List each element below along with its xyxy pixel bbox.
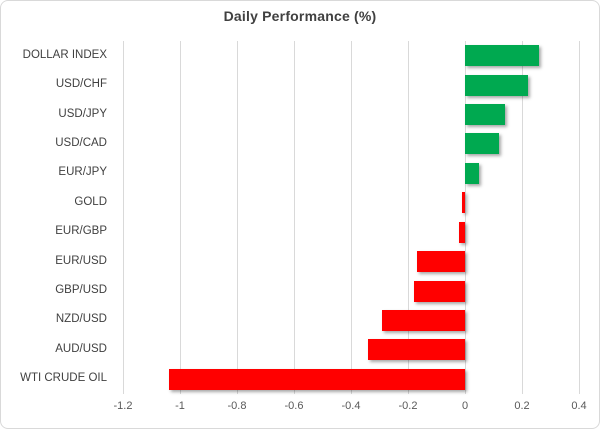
category-label-column: DOLLAR INDEX USD/CHF USD/JPY USD/CAD EUR/JPY… [1, 41, 115, 394]
category-label: AUD/USD [55, 342, 107, 355]
x-tick-label: -0.4 [341, 400, 361, 412]
bar-nzd-usd [382, 309, 465, 331]
category-label: USD/CAD [55, 136, 107, 149]
category-label: EUR/USD [55, 254, 107, 267]
x-tick-label: -0.6 [284, 400, 304, 412]
bar-usd-chf [465, 74, 528, 96]
x-axis: -1.2 -1 -0.8 -0.6 -0.4 -0.2 0 0.2 0.4 [114, 400, 587, 418]
category-label: NZD/USD [55, 313, 107, 326]
category-label: GOLD [74, 195, 107, 208]
gridline [293, 41, 295, 394]
bar-eur-usd [416, 251, 465, 273]
x-tick-label: -1.2 [113, 400, 133, 412]
bar-wti-crude-oil [168, 368, 465, 390]
bar-gbp-usd [413, 280, 465, 302]
category-label: EUR/JPY [58, 166, 107, 179]
x-tick-label: 0.4 [571, 400, 587, 412]
x-tick-label: 0 [461, 400, 469, 412]
category-label: EUR/GBP [55, 225, 107, 238]
x-tick-label: 0.2 [514, 400, 530, 412]
gridline [464, 41, 466, 394]
x-tick-label: -0.8 [227, 400, 247, 412]
gridline [521, 41, 523, 394]
plot-area [122, 41, 580, 394]
gridline [179, 41, 181, 394]
category-label: WTI CRUDE OIL [20, 372, 107, 385]
category-label: USD/CHF [55, 78, 107, 91]
bar-aud-usd [368, 339, 465, 361]
gridline [236, 41, 238, 394]
gridline [122, 41, 124, 394]
bar-usd-cad [465, 133, 500, 155]
chart-title: Daily Performance (%) [223, 8, 377, 24]
category-label: GBP/USD [55, 284, 107, 297]
gridline [578, 41, 580, 394]
category-label: USD/JPY [58, 107, 107, 120]
bar-dollar-index [465, 45, 540, 67]
bar-usd-jpy [465, 104, 505, 126]
x-tick-label: -0.2 [398, 400, 418, 412]
gridline [350, 41, 352, 394]
bar-eur-gbp [459, 221, 465, 243]
bar-gold [462, 192, 465, 214]
category-label: DOLLAR INDEX [22, 48, 107, 61]
x-tick-label: -1 [175, 400, 185, 412]
bar-eur-jpy [465, 162, 480, 184]
gridline [407, 41, 409, 394]
